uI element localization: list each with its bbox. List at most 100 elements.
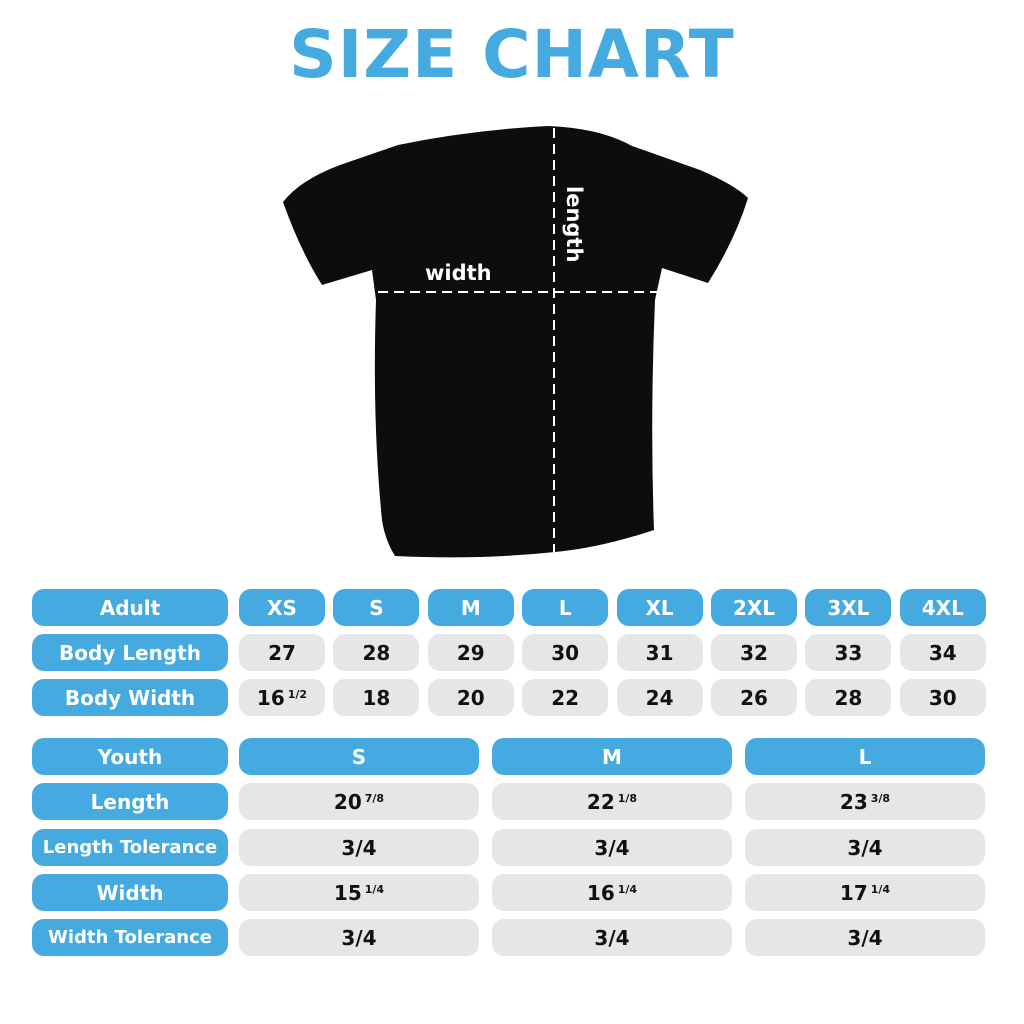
value-whole: 20 <box>333 789 362 814</box>
value-whole: 28 <box>362 640 391 665</box>
table-cell: 30 <box>899 679 986 716</box>
value-fraction: 7/8 <box>364 792 385 805</box>
value-whole: 3/4 <box>847 835 883 860</box>
table-cell: 26 <box>711 679 797 716</box>
size-header-m: M <box>492 738 732 775</box>
row-label-text: Body Length <box>59 640 201 665</box>
value-whole: 22 <box>551 685 580 710</box>
row-label-text: Length <box>90 789 170 814</box>
value-whole: 33 <box>834 640 863 665</box>
row-label: Body Length <box>32 634 228 671</box>
table-cell: 3/4 <box>745 829 985 866</box>
size-header-l: L <box>745 738 985 775</box>
size-label: XS <box>267 595 297 620</box>
row-label: Body Width <box>32 679 228 716</box>
value-whole: 32 <box>740 640 768 665</box>
table-cell: 32 <box>711 634 797 671</box>
size-label: 2XL <box>732 595 776 620</box>
value-fraction: 1/4 <box>870 883 891 896</box>
header-label: Adult <box>99 595 161 620</box>
size-label: S <box>369 595 384 620</box>
size-label: 3XL <box>827 595 870 620</box>
table-cell: 27 <box>239 634 325 671</box>
value-whole: 3/4 <box>594 925 630 950</box>
table-cell: 33 <box>805 634 892 671</box>
value-whole: 16 <box>586 880 615 905</box>
table-cell: 18 <box>333 679 420 716</box>
value-whole: 30 <box>551 640 580 665</box>
row-label-text: Width <box>96 880 164 905</box>
size-header-xs: XS <box>239 589 325 626</box>
value-whole: 26 <box>740 685 768 710</box>
table-cell: 16 1/4 <box>492 874 732 911</box>
value-fraction: 1/4 <box>364 883 385 896</box>
size-label: XL <box>645 595 674 620</box>
tshirt-illustration: width length <box>283 126 748 558</box>
value-whole: 31 <box>645 640 674 665</box>
size-header-xl: XL <box>616 589 703 626</box>
size-header-s: S <box>333 589 420 626</box>
header-label: Youth <box>97 744 163 769</box>
value-whole: 29 <box>456 640 485 665</box>
size-label: M <box>602 744 622 769</box>
table-cell: 28 <box>805 679 892 716</box>
value-whole: 3/4 <box>341 925 377 950</box>
row-label: Length Tolerance <box>32 829 228 866</box>
value-fraction: 1/2 <box>287 688 308 701</box>
row-label-text: Width Tolerance <box>48 927 212 948</box>
table-cell: 3/4 <box>492 919 732 956</box>
row-label: Width <box>32 874 228 911</box>
value-whole: 34 <box>928 640 957 665</box>
table-cell: 30 <box>522 634 609 671</box>
size-label: M <box>460 595 481 620</box>
size-header-m: M <box>427 589 514 626</box>
value-fraction: 1/8 <box>617 792 638 805</box>
value-whole: 18 <box>362 685 391 710</box>
value-whole: 24 <box>645 685 674 710</box>
table-cell: 22 <box>522 679 609 716</box>
width-label: width <box>425 261 492 285</box>
row-label: Width Tolerance <box>32 919 228 956</box>
size-header-4xl: 4XL <box>899 589 986 626</box>
value-whole: 17 <box>839 880 868 905</box>
youth-header: Youth <box>32 738 228 775</box>
page-title: SIZE CHART <box>289 16 735 93</box>
value-whole: 16 <box>256 685 285 710</box>
value-whole: 3/4 <box>594 835 630 860</box>
row-label: Length <box>32 783 228 820</box>
table-cell: 29 <box>427 634 514 671</box>
table-cell: 31 <box>616 634 703 671</box>
table-cell: 28 <box>333 634 420 671</box>
table-cell: 22 1/8 <box>492 783 732 820</box>
table-cell: 15 1/4 <box>239 874 479 911</box>
table-cell: 3/4 <box>492 829 732 866</box>
table-cell: 3/4 <box>745 919 985 956</box>
size-header-s: S <box>239 738 479 775</box>
row-label-text: Body Width <box>64 685 196 710</box>
tshirt-body <box>283 126 748 558</box>
value-whole: 30 <box>928 685 957 710</box>
table-cell: 3/4 <box>239 829 479 866</box>
table-cell: 23 3/8 <box>745 783 985 820</box>
value-whole: 27 <box>268 640 296 665</box>
adult-header: Adult <box>32 589 228 626</box>
table-cell: 16 1/2 <box>239 679 325 716</box>
size-header-l: L <box>522 589 609 626</box>
size-header-3xl: 3XL <box>805 589 892 626</box>
value-whole: 20 <box>456 685 485 710</box>
value-whole: 22 <box>586 789 615 814</box>
value-fraction: 3/8 <box>870 792 891 805</box>
value-whole: 3/4 <box>847 925 883 950</box>
table-cell: 20 7/8 <box>239 783 479 820</box>
size-label: L <box>858 744 872 769</box>
size-label: 4XL <box>921 595 964 620</box>
value-whole: 28 <box>834 685 863 710</box>
length-label: length <box>562 186 586 262</box>
value-whole: 3/4 <box>341 835 377 860</box>
value-whole: 15 <box>333 880 362 905</box>
table-cell: 3/4 <box>239 919 479 956</box>
row-label-text: Length Tolerance <box>42 837 218 858</box>
value-whole: 23 <box>839 789 868 814</box>
table-cell: 24 <box>616 679 703 716</box>
size-label: L <box>558 595 572 620</box>
